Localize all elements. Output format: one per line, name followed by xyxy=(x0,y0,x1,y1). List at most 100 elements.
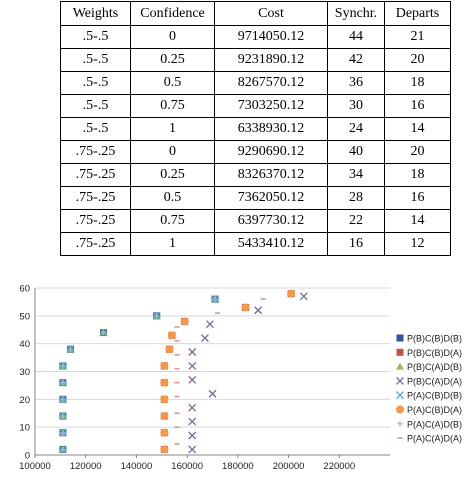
table-row: .75-.25 0 9290690.12 40 20 xyxy=(60,140,451,164)
table-cell: 0.5 xyxy=(130,186,215,210)
table-cell: 20 xyxy=(384,140,451,164)
results-table: Weights Confidence Cost Synchr. Departs … xyxy=(60,1,451,256)
table-header-row: Weights Confidence Cost Synchr. Departs xyxy=(60,1,451,26)
data-point xyxy=(254,306,263,315)
table-cell: .75-.25 xyxy=(60,232,131,256)
table-cell: 40 xyxy=(327,140,385,164)
data-point xyxy=(206,320,214,329)
table-cell: 16 xyxy=(384,94,451,118)
table-cell: 0.75 xyxy=(130,209,215,233)
table-cell: .5-.5 xyxy=(60,94,131,118)
data-point xyxy=(188,375,197,384)
table-row: .75-.25 0.5 7362050.12 28 16 xyxy=(60,186,451,210)
table-cell: 16 xyxy=(384,186,451,210)
legend-label: P(B)C(A)D(B) xyxy=(407,362,462,372)
table-cell: 14 xyxy=(384,117,451,141)
x-tick-label: 120000 xyxy=(70,461,102,472)
table-cell: 24 xyxy=(327,117,385,141)
y-tick-label: 10 xyxy=(19,423,30,434)
data-point xyxy=(59,413,66,420)
table-row: .5-.5 0.5 8267570.12 36 18 xyxy=(60,71,451,95)
table-cell: 0 xyxy=(130,140,215,164)
table-cell: 42 xyxy=(327,48,385,72)
x-tick-label: 100000 xyxy=(19,461,51,472)
axes: 0 10 20 30 40 50 60 100000 120000 140000 160000 180… xyxy=(19,284,390,472)
data-point xyxy=(188,403,197,412)
table-cell: 44 xyxy=(327,25,385,49)
legend-label: P(B)C(B)D(B) xyxy=(407,334,462,344)
header-confidence: Confidence xyxy=(130,1,215,26)
table-row: .75-.25 0.75 6397730.12 22 14 xyxy=(60,209,451,233)
data-point xyxy=(188,431,197,440)
table-cell: 8267570.12 xyxy=(214,71,328,95)
data-point xyxy=(188,348,197,356)
data-point xyxy=(59,429,66,436)
table-cell: 5433410.12 xyxy=(214,232,328,256)
legend-label: P(A)C(B)D(A) xyxy=(407,405,462,415)
header-weights: Weights xyxy=(60,1,131,26)
table-row: .5-.5 1 6338930.12 24 14 xyxy=(60,117,451,141)
legend-marker xyxy=(396,376,404,385)
table-cell: 0.5 xyxy=(130,71,215,95)
table-cell: .5-.5 xyxy=(60,117,131,141)
table-row: .75-.25 0.25 8326370.12 34 18 xyxy=(60,163,451,187)
table-cell: 1 xyxy=(130,232,215,256)
data-point xyxy=(100,329,107,336)
scatter-chart: 0 10 20 30 40 50 60 100000 120000 140000 160000 180… xyxy=(19,284,462,473)
table-cell: 0.25 xyxy=(130,48,215,72)
table-row: .75-.25 1 5433410.12 16 12 xyxy=(60,232,451,256)
y-tick-label: 50 xyxy=(19,311,30,322)
data-point xyxy=(160,378,169,387)
table-cell: 34 xyxy=(327,163,385,187)
table-cell: 18 xyxy=(384,163,451,187)
table-cell: 20 xyxy=(384,48,451,72)
table-cell: .5-.5 xyxy=(60,48,131,72)
legend-marker xyxy=(396,334,404,342)
data-point xyxy=(165,345,174,354)
legend: P(B)C(B)D(B) P(B)C(B)D(A) P(B)C(A)D(B) P(B)… xyxy=(396,334,462,444)
data-point xyxy=(160,395,169,404)
y-tick-label: 60 xyxy=(19,284,30,295)
legend-marker xyxy=(396,348,404,356)
table-cell: 28 xyxy=(327,186,385,210)
table-cell: 1 xyxy=(130,117,215,141)
table-cell: .75-.25 xyxy=(60,209,131,233)
legend-marker xyxy=(396,362,404,370)
table-cell: 0.25 xyxy=(130,163,215,187)
data-point xyxy=(212,296,219,303)
data-points xyxy=(58,289,308,454)
data-point xyxy=(67,346,74,353)
table-cell: 8326370.12 xyxy=(214,163,328,187)
x-tick-label: 200000 xyxy=(273,461,305,472)
data-point xyxy=(59,379,66,386)
table-cell: 9290690.12 xyxy=(214,140,328,164)
table-body: .5-.5 0 9714050.12 44 21.5-.5 0.25 9231890.12 4… xyxy=(60,25,451,256)
table-cell: 9231890.12 xyxy=(214,48,328,72)
data-point xyxy=(59,396,66,403)
table-cell: 0 xyxy=(130,25,215,49)
data-point xyxy=(59,362,66,369)
data-point xyxy=(160,428,169,437)
data-point xyxy=(188,361,197,370)
data-point xyxy=(287,289,296,298)
table-cell: 21 xyxy=(384,25,451,49)
table-cell: .75-.25 xyxy=(60,140,131,164)
data-point xyxy=(208,389,217,398)
data-point xyxy=(188,445,197,454)
legend-label: P(A)C(A)D(B) xyxy=(407,419,462,429)
data-point xyxy=(153,312,160,319)
x-tick-label: 220000 xyxy=(323,461,355,472)
y-tick-label: 0 xyxy=(25,451,30,462)
data-point xyxy=(188,417,197,426)
data-point xyxy=(200,334,209,343)
table-cell: .5-.5 xyxy=(60,71,131,95)
y-tick-label: 30 xyxy=(19,367,30,378)
data-point xyxy=(59,446,66,453)
header-cost: Cost xyxy=(214,1,328,26)
table-cell: 6397730.12 xyxy=(214,209,328,233)
header-synchr: Synchr. xyxy=(327,1,385,26)
data-point xyxy=(167,331,176,340)
table-cell: .5-.5 xyxy=(60,25,131,49)
data-point xyxy=(160,445,169,454)
legend-label: P(A)C(A)D(A) xyxy=(407,434,462,444)
